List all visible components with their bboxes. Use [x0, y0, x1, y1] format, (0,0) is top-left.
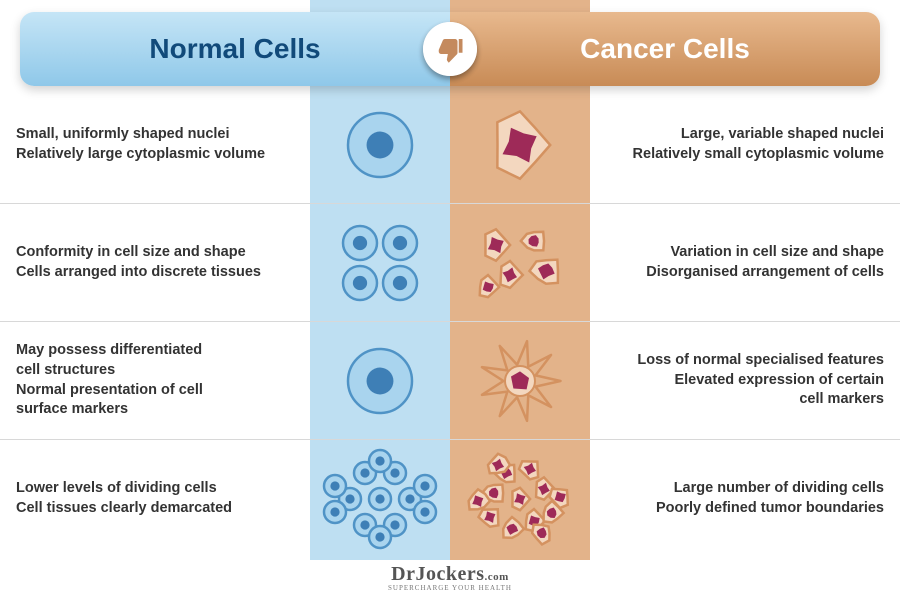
footer: DrJockers.com SUPERCHARGE YOUR HEALTH [0, 563, 900, 592]
normal-description: Lower levels of dividing cellsCell tissu… [0, 479, 310, 518]
footer-brand: DrJockers.com [0, 563, 900, 586]
cancer-description: Large number of dividing cellsPoorly def… [590, 479, 900, 518]
cancer-cell-icon [450, 90, 590, 200]
normal-cell-icon [310, 208, 450, 318]
cancer-description: Loss of normal specialised featuresEleva… [590, 351, 900, 410]
thumbs-down-icon [435, 34, 465, 64]
normal-description: Small, uniformly shaped nucleiRelatively… [0, 125, 310, 164]
normal-cell-icon [310, 90, 450, 200]
comparison-row: May possess differentiatedcell structure… [0, 322, 900, 440]
cancer-description: Variation in cell size and shapeDisorgan… [590, 243, 900, 282]
thumbs-down-badge [423, 22, 477, 76]
comparison-row: Conformity in cell size and shapeCells a… [0, 204, 900, 322]
normal-cell-icon [310, 444, 450, 554]
header-bar: Normal Cells Cancer Cells [20, 12, 880, 86]
header-right: Cancer Cells [450, 12, 880, 86]
normal-description: May possess differentiatedcell structure… [0, 341, 310, 419]
header-left-title: Normal Cells [149, 33, 320, 65]
cancer-cell-icon [450, 444, 590, 554]
header-right-title: Cancer Cells [580, 33, 750, 65]
rows-container: Small, uniformly shaped nucleiRelatively… [0, 86, 900, 558]
cancer-cell-icon [450, 326, 590, 436]
footer-tagline: SUPERCHARGE YOUR HEALTH [0, 584, 900, 592]
comparison-row: Small, uniformly shaped nucleiRelatively… [0, 86, 900, 204]
header-left: Normal Cells [20, 12, 450, 86]
comparison-row: Lower levels of dividing cellsCell tissu… [0, 440, 900, 558]
normal-description: Conformity in cell size and shapeCells a… [0, 243, 310, 282]
normal-cell-icon [310, 326, 450, 436]
cancer-description: Large, variable shaped nucleiRelatively … [590, 125, 900, 164]
cancer-cell-icon [450, 208, 590, 318]
